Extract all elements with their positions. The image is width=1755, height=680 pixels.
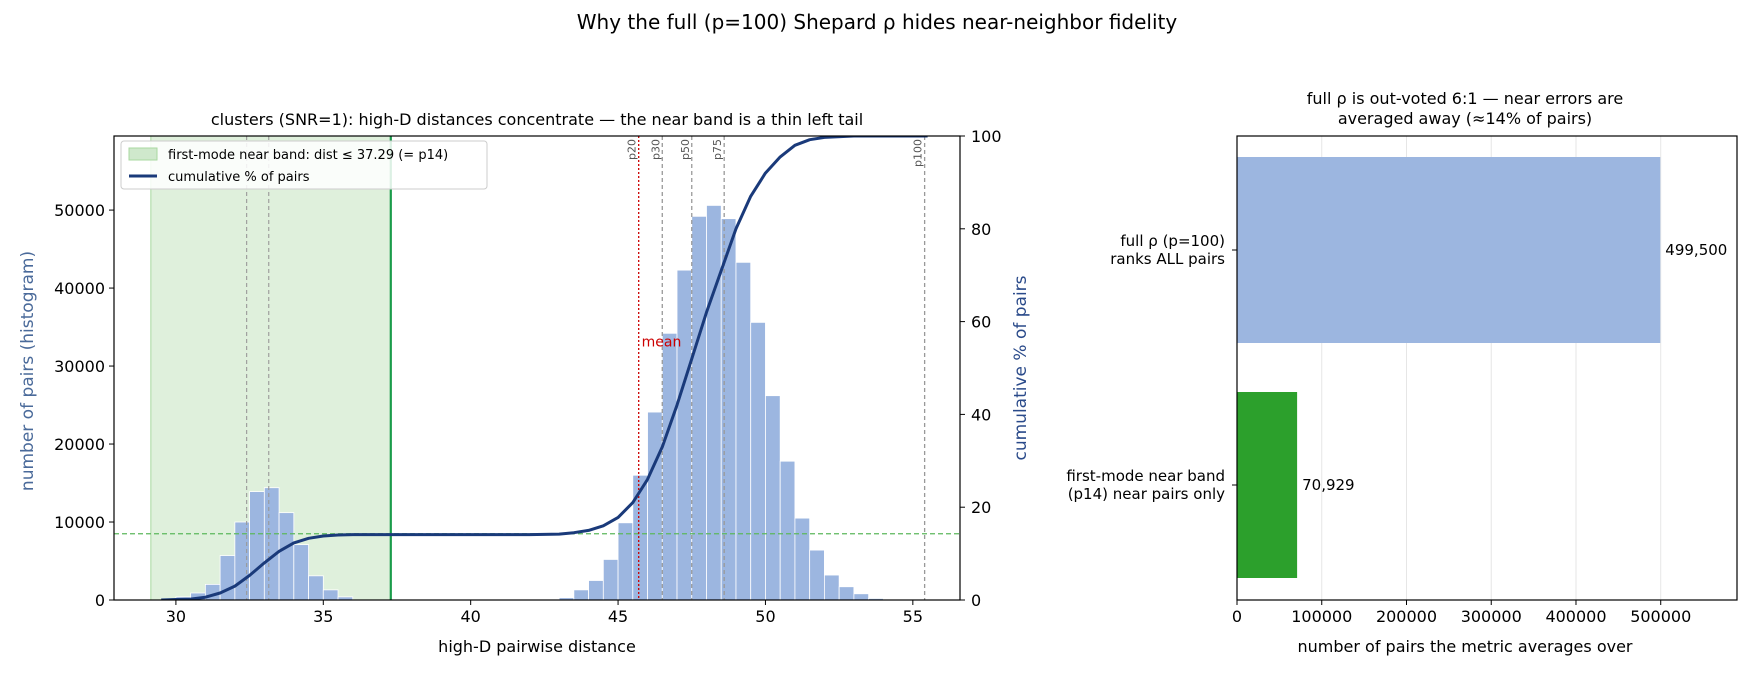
right-x-tick-label: 500000: [1630, 607, 1691, 626]
histogram-bar: [720, 218, 737, 600]
histogram-bar: [779, 460, 796, 600]
left-x-tick-label: 45: [608, 607, 628, 626]
left-y-tick-label: 0: [95, 591, 105, 610]
histogram-bar: [691, 215, 707, 600]
figure-suptitle: Why the full (p=100) Shepard ρ hides nea…: [577, 10, 1178, 34]
mean-annotation: mean: [642, 335, 682, 351]
cumulative-line: [161, 136, 928, 600]
right-x-axis-label: number of pairs the metric averages over: [1298, 637, 1633, 656]
left-x-tick-label: 30: [166, 607, 186, 626]
left-x-tick-label: 50: [755, 607, 775, 626]
legend-label-near-band: first-mode near band: dist ≤ 37.29 (= p1…: [168, 148, 448, 163]
percentile-label-p20: p20: [626, 139, 639, 160]
left-y-tick-label: 40000: [54, 279, 105, 298]
right-x-tick-label: 400000: [1545, 607, 1606, 626]
left-x-axis-label: high-D pairwise distance: [438, 637, 636, 656]
histogram-bar: [824, 574, 840, 600]
histogram-bar: [735, 261, 752, 600]
percentile-label-p100: p100: [912, 139, 925, 167]
histogram-bar: [750, 321, 766, 600]
left-y-tick-label: 20000: [54, 435, 105, 454]
histogram-bar: [337, 596, 354, 600]
histogram-bar: [838, 586, 855, 600]
right-chart-title-line1: full ρ is out-voted 6:1 — near errors ar…: [1307, 89, 1623, 108]
left-y2-tick-label: 0: [971, 591, 981, 610]
histogram-bar: [706, 205, 722, 600]
category-label-line2: (p14) near pairs only: [1068, 485, 1225, 503]
left-y-tick-label: 30000: [54, 357, 105, 376]
left-x-tick-label: 40: [460, 607, 480, 626]
histogram-bar: [322, 589, 339, 600]
horizontal-bar: [1237, 157, 1661, 343]
histogram-bar: [263, 487, 280, 600]
right-plot-frame: [1236, 135, 1738, 601]
right-x-tick-label: 100000: [1291, 607, 1352, 626]
histogram-bar: [661, 332, 678, 600]
right-x-tick-label: 300000: [1461, 607, 1522, 626]
left-plot-frame: [113, 135, 961, 601]
histogram-bar: [647, 411, 663, 600]
category-label-line2: ranks ALL pairs: [1110, 250, 1225, 268]
percentile-label-p30: p30: [649, 139, 662, 160]
histogram-bar: [293, 544, 309, 600]
histogram-bar: [617, 522, 634, 600]
percentile-label-p50: p50: [679, 139, 692, 160]
left-chart-title: clusters (SNR=1): high-D distances conce…: [211, 110, 863, 129]
right-chart-title-line2: averaged away (≈14% of pairs): [1338, 109, 1592, 128]
left-y2-tick-label: 20: [971, 498, 991, 517]
left-y2-tick-label: 80: [971, 220, 991, 239]
histogram-bar: [573, 589, 589, 600]
left-x-tick-label: 35: [313, 607, 333, 626]
left-y2-tick-label: 40: [971, 405, 991, 424]
left-y2-tick-label: 60: [971, 313, 991, 332]
left-y-tick-label: 50000: [54, 201, 105, 220]
left-plot-area: [114, 136, 960, 600]
histogram-bar: [794, 517, 811, 600]
percentile-label-p75: p75: [711, 139, 724, 160]
horizontal-bar: [1237, 392, 1298, 578]
right-x-tick-label: 200000: [1376, 607, 1437, 626]
left-y-tick-label: 10000: [54, 513, 105, 532]
histogram-bar: [249, 491, 265, 600]
histogram-bar: [632, 474, 648, 600]
histogram-bar: [853, 593, 870, 600]
histogram-bar: [588, 580, 604, 600]
bar-value-label: 70,929: [1302, 476, 1355, 494]
category-label-line1: first-mode near band: [1066, 467, 1225, 485]
histogram-bar: [278, 512, 295, 600]
legend-swatch-near-band: [128, 147, 158, 161]
legend-box: [120, 140, 488, 190]
histogram-bar: [765, 395, 781, 600]
category-label-line1: full ρ (p=100): [1120, 232, 1225, 250]
left-y2-axis-label: cumulative % of pairs: [1011, 275, 1031, 460]
left-y2-tick-label: 100: [971, 127, 1002, 146]
histogram-bar: [602, 559, 619, 600]
histogram-bar: [308, 575, 324, 600]
right-x-tick-label: 0: [1232, 607, 1242, 626]
histogram-bar: [809, 549, 825, 600]
left-y-axis-label: number of pairs (histogram): [18, 251, 38, 491]
left-legend: first-mode near band: dist ≤ 37.29 (= p1…: [120, 140, 488, 190]
bar-value-label: 499,500: [1665, 241, 1727, 259]
left-x-tick-label: 55: [903, 607, 923, 626]
histogram-bar: [676, 269, 693, 600]
legend-label-cumulative: cumulative % of pairs: [168, 170, 310, 185]
